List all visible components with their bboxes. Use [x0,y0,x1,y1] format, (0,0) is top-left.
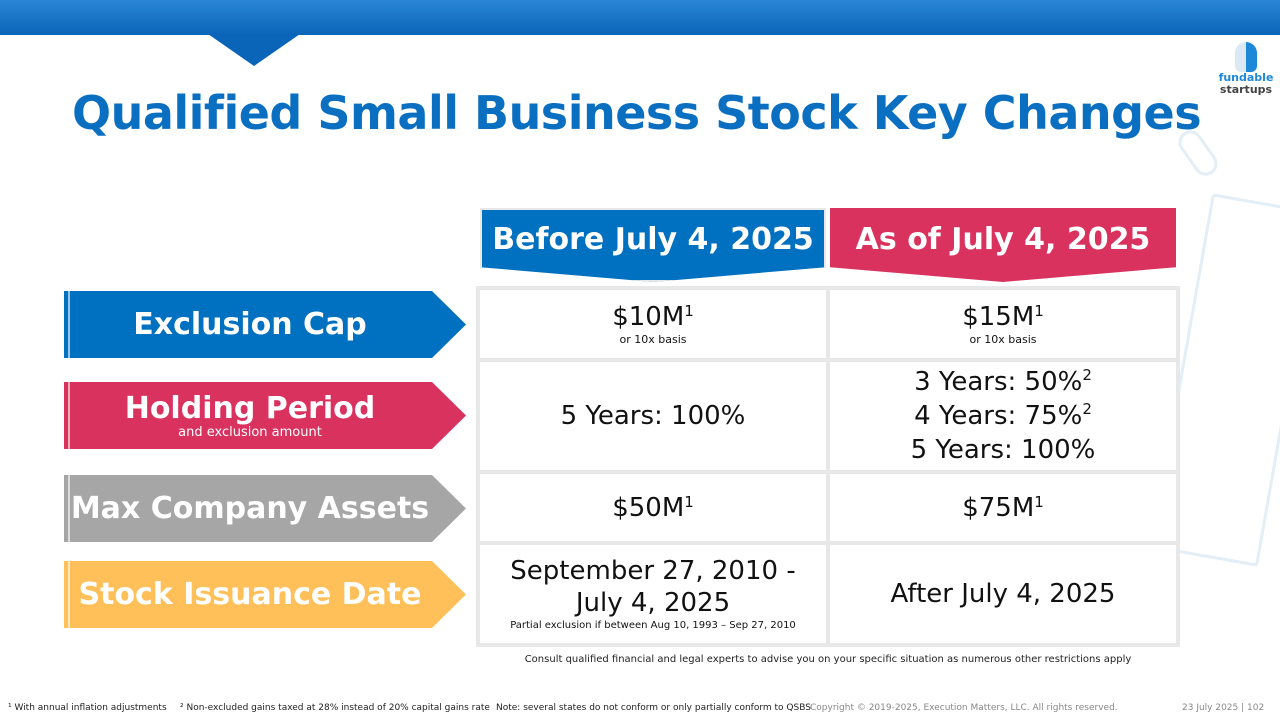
banner-notch [208,34,300,66]
label-text: Max Company Assets [70,491,430,526]
footnote-2: ² Non-excluded gains taxed at 28% instea… [180,703,490,713]
cell-note: Partial exclusion if between Aug 10, 199… [510,620,796,631]
column-header-before: Before July 4, 2025 [480,208,826,282]
comparison-table: $10M1 or 10x basis $15M1 or 10x basis 5 Ye… [476,286,1180,647]
cell-issuance-after: After July 4, 2025 [830,545,1176,643]
label-text: Holding Period [124,391,376,426]
top-banner [0,0,1280,35]
cell-exclusion-after: $15M1 or 10x basis [830,290,1176,358]
logo-text: fundable [1218,71,1274,84]
cell-holding-before: 5 Years: 100% [480,362,826,470]
cell-note: or 10x basis [969,333,1037,346]
label-text: Exclusion Cap [133,307,367,342]
states-note: Note: several states do not conform or o… [496,703,811,713]
cell-holding-after: 3 Years: 50%2 4 Years: 75%2 5 Years: 100% [830,362,1176,470]
footnote-1: ¹ With annual inflation adjustments [8,703,167,713]
disclaimer: Consult qualified financial and legal ex… [524,654,1132,665]
cell-assets-before: $50M1 [480,474,826,541]
cell-note: or 10x basis [619,333,687,346]
row-label-stock-issuance-date: Stock Issuance Date [64,561,466,628]
logo-text: startups [1219,83,1273,96]
row-label-holding-period: Holding Period and exclusion amount [64,382,466,449]
lightbulb-icon [1235,42,1257,72]
cell-exclusion-before: $10M1 or 10x basis [480,290,826,358]
cell-assets-after: $75M1 [830,474,1176,541]
column-header-after: As of July 4, 2025 [830,208,1176,282]
label-text: Stock Issuance Date [78,577,422,612]
copyright: Copyright © 2019-2025, Execution Matters… [810,703,1118,713]
date-page-number: 23 July 2025 | 102 [1182,703,1265,713]
page-title: Qualified Small Business Stock Key Chang… [72,86,1202,140]
row-label-max-company-assets: Max Company Assets [64,475,466,542]
row-label-exclusion-cap: Exclusion Cap [64,291,466,358]
cell-issuance-before: September 27, 2010 - July 4, 2025 Partial … [480,545,826,643]
label-subtext: and exclusion amount [178,425,322,440]
fundable-startups-logo: fundable startups [1212,42,1280,96]
